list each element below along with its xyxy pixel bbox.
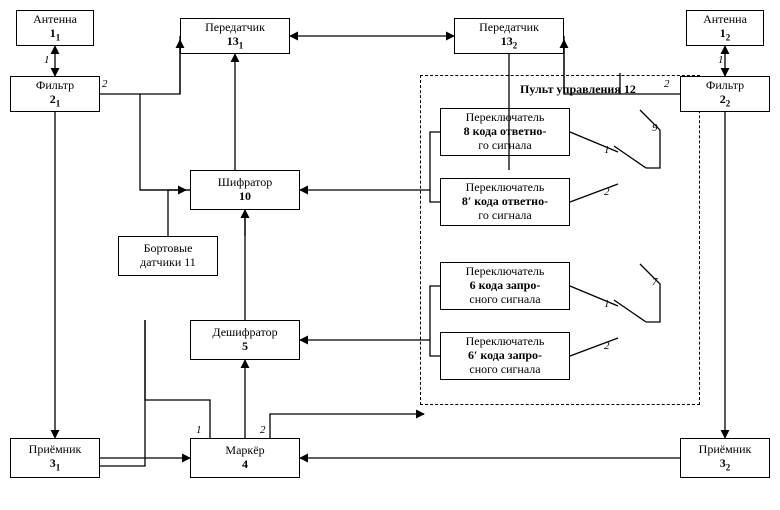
l1: Переключатель xyxy=(466,265,545,279)
node-switch-6p: Переключатель 6′ кода запро- сного сигна… xyxy=(440,332,570,380)
l3: го сигнала xyxy=(478,209,531,223)
l2: 8 кода ответно- xyxy=(464,125,547,139)
label: Антенна xyxy=(33,13,77,27)
l2: 6′ кода запро- xyxy=(468,349,542,363)
node-decoder: Дешифратор 5 xyxy=(190,320,300,360)
edge-label: 2 xyxy=(260,424,266,436)
l2: 8′ кода ответно- xyxy=(462,195,548,209)
node-receiver-1: Приёмник 31 xyxy=(10,438,100,478)
node-onboard-sensors: Бортовые датчики 11 xyxy=(118,236,218,276)
label: Приёмник xyxy=(29,443,82,457)
node-switch-8p: Переключатель 8′ кода ответно- го сигнал… xyxy=(440,178,570,226)
edge-label: 1 xyxy=(718,54,724,66)
l3: сного сигнала xyxy=(469,363,540,377)
label: Дешифратор xyxy=(212,326,277,340)
label-b: датчики 11 xyxy=(140,256,196,270)
node-marker: Маркёр 4 xyxy=(190,438,300,478)
label-a: Бортовые xyxy=(144,242,193,256)
id: 31 xyxy=(50,457,61,473)
edge-label: 1 xyxy=(604,298,610,310)
node-transmitter-1: Передатчик 131 xyxy=(180,18,290,54)
id: 11 xyxy=(50,27,61,43)
edge-label: 9 xyxy=(652,122,658,134)
l2: 6 кода запро- xyxy=(470,279,541,293)
l1: Переключатель xyxy=(466,111,545,125)
edge-label: 2 xyxy=(102,78,108,90)
control-panel-title: Пульт управления 12 xyxy=(520,82,636,97)
id: 12 xyxy=(720,27,731,43)
label: Фильтр xyxy=(706,79,744,93)
node-encoder: Шифратор 10 xyxy=(190,170,300,210)
edge-label: 7 xyxy=(652,276,658,288)
id: 10 xyxy=(239,190,251,204)
node-switch-6: Переключатель 6 кода запро- сного сигнал… xyxy=(440,262,570,310)
edge-label: 2 xyxy=(664,78,670,90)
label: Приёмник xyxy=(699,443,752,457)
edge-label: 2 xyxy=(604,186,610,198)
node-antenna-2: Антенна 12 xyxy=(686,10,764,46)
l3: сного сигнала xyxy=(469,293,540,307)
edge-label: 2 xyxy=(604,340,610,352)
node-switch-8: Переключатель 8 кода ответно- го сигнала xyxy=(440,108,570,156)
id: 132 xyxy=(501,35,518,51)
id: 131 xyxy=(227,35,244,51)
node-filter-1: Фильтр 21 xyxy=(10,76,100,112)
node-filter-2: Фильтр 22 xyxy=(680,76,770,112)
l1: Переключатель xyxy=(466,335,545,349)
label: Маркёр xyxy=(225,444,264,458)
l1: Переключатель xyxy=(466,181,545,195)
id: 5 xyxy=(242,340,248,354)
label: Фильтр xyxy=(36,79,74,93)
id: 21 xyxy=(50,93,61,109)
label: Антенна xyxy=(703,13,747,27)
label: Передатчик xyxy=(205,21,265,35)
node-transmitter-2: Передатчик 132 xyxy=(454,18,564,54)
edge-label: 1 xyxy=(604,144,610,156)
label: Шифратор xyxy=(218,176,272,190)
edge-label: 1 xyxy=(44,54,50,66)
label: Передатчик xyxy=(479,21,539,35)
id: 22 xyxy=(720,93,731,109)
id: 4 xyxy=(242,458,248,472)
node-receiver-2: Приёмник 32 xyxy=(680,438,770,478)
l3: го сигнала xyxy=(478,139,531,153)
edge-label: 1 xyxy=(196,424,202,436)
id: 32 xyxy=(720,457,731,473)
node-antenna-1: Антенна 11 xyxy=(16,10,94,46)
